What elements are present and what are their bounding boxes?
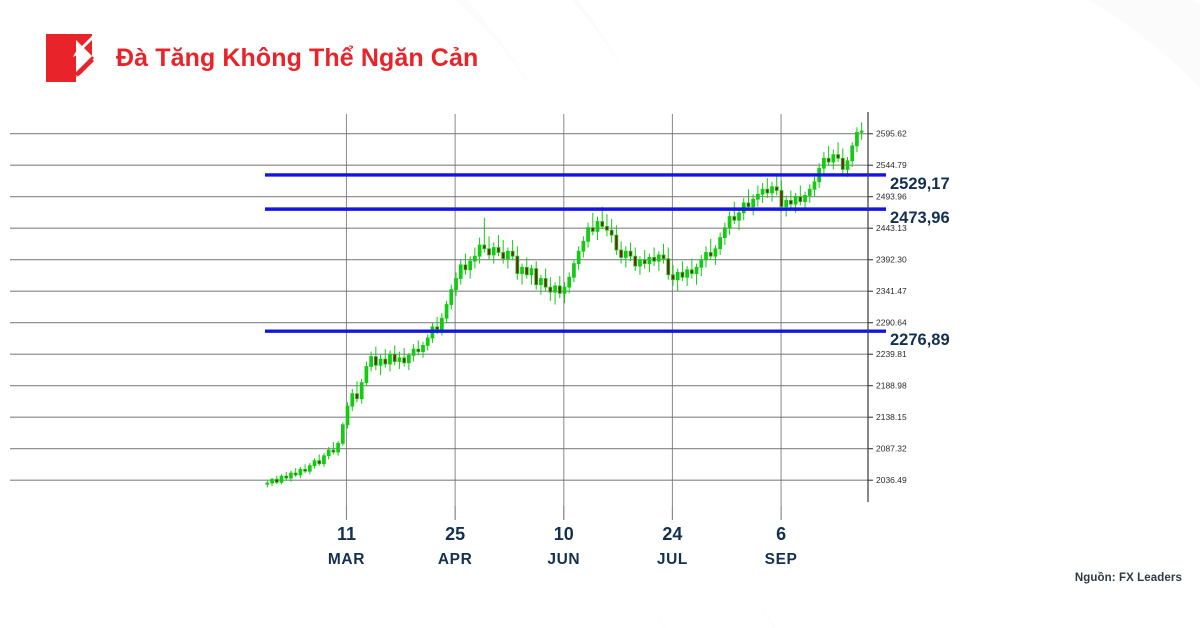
price-tick-label: 2290.64 <box>876 318 907 328</box>
date-axis-tick-labels: 11 MAR 25 APR 10 JUN 24 JUL 6 SEP <box>328 524 798 568</box>
date-tick-month: MAR <box>328 551 365 568</box>
candle-series <box>265 122 864 488</box>
date-tick-day: 11 <box>337 524 356 544</box>
header: Đà Tăng Không Thể Ngăn Cản <box>44 30 478 86</box>
vertical-gridlines <box>345 114 782 520</box>
price-tick-label: 2443.13 <box>876 223 907 233</box>
page-title: Đà Tăng Không Thể Ngăn Cản <box>116 43 479 72</box>
date-tick-month: SEP <box>765 551 798 568</box>
date-tick-day: 10 <box>554 524 574 544</box>
date-axis-ticks <box>345 506 782 520</box>
price-tick-label: 2544.79 <box>876 160 907 170</box>
price-tick-label: 2595.62 <box>876 129 907 139</box>
horizontal-gridlines <box>10 133 868 481</box>
date-tick-day: 24 <box>662 524 682 544</box>
price-tick-label: 2341.47 <box>876 286 907 296</box>
price-axis-tick-labels: 2595.62 2544.79 2493.96 2443.13 2392.30 2341.… <box>876 129 907 485</box>
price-level-label: 2473,96 <box>890 209 950 227</box>
price-tick-label: 2138.15 <box>876 412 907 422</box>
price-tick-label: 2239.81 <box>876 349 907 359</box>
source-attribution: Nguồn: FX Leaders <box>1074 572 1182 584</box>
date-tick-month: JUL <box>657 551 688 568</box>
price-level-label: 2529,17 <box>890 175 950 193</box>
price-level-lines <box>265 173 886 333</box>
date-tick-month: APR <box>438 551 473 568</box>
price-tick-label: 2392.30 <box>876 255 907 265</box>
price-tick-label: 2493.96 <box>876 192 907 202</box>
date-tick-month: JUN <box>547 551 580 568</box>
pen-square-logo-icon <box>44 30 98 86</box>
price-level-labels: 2529,17 2473,96 2276,89 <box>890 175 950 349</box>
price-tick-label: 2036.49 <box>876 475 907 485</box>
price-axis <box>867 112 873 502</box>
price-tick-label: 2087.32 <box>876 444 907 454</box>
price-tick-label: 2188.98 <box>876 381 907 391</box>
date-tick-day: 25 <box>445 524 465 544</box>
price-level-label: 2276,89 <box>890 331 950 349</box>
date-tick-day: 6 <box>776 524 786 544</box>
